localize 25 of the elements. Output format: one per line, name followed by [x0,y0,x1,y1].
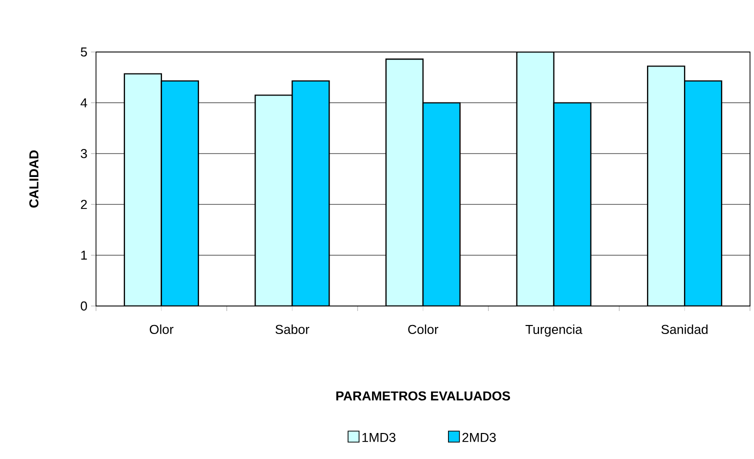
bar [254,94,293,306]
x-tick-label: Sabor [276,324,310,334]
y-tick-label: 0 [80,301,87,311]
bar [516,52,554,306]
bar [292,80,330,306]
x-tick-label: Turgencia [526,324,582,337]
y-tick-label: 5 [80,47,87,57]
bar [160,80,200,306]
legend-label: 2MD3 [462,432,496,442]
y-tick-label: 2 [80,200,87,209]
bar [385,58,424,306]
x-tick-label: Sanidad [661,324,708,334]
bar [422,102,461,306]
x-axis-title: PARAMETROS EVALUADOS [336,391,510,400]
y-tick-label: 3 [80,149,87,158]
y-tick-label: 1 [81,250,87,260]
bar [124,73,162,306]
bar [647,66,686,306]
bar [553,102,592,306]
bar [684,80,722,306]
legend-label: 1MD3 [362,432,396,442]
y-axis-title: CALIDAD [29,150,38,208]
x-tick-label: Color [408,324,438,334]
x-tick-label: Olor [150,324,174,334]
y-tick-label: 4 [80,98,88,108]
